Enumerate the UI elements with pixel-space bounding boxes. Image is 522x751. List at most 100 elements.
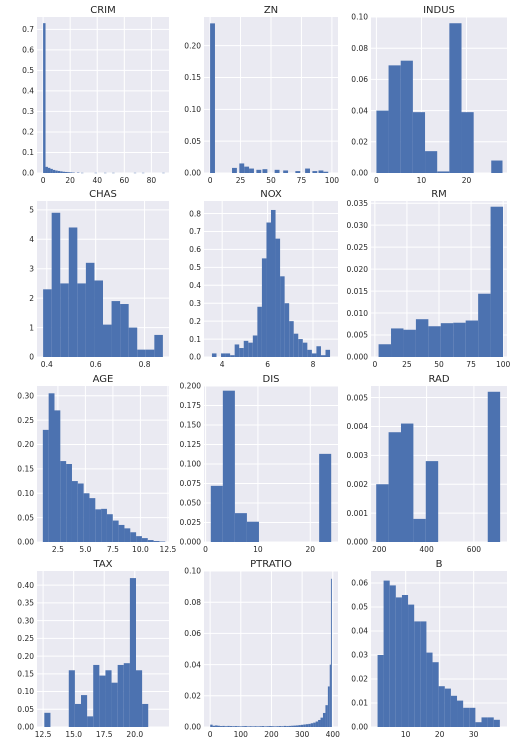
histogram-bar	[305, 724, 309, 727]
y-tick-label: 0.02	[184, 692, 201, 701]
histogram-bar	[450, 695, 458, 727]
histogram-bar	[147, 540, 154, 542]
y-tick-label: 0.1	[22, 148, 34, 157]
histogram-bar	[303, 724, 306, 727]
histogram-bar	[412, 112, 426, 173]
histogram-bar	[388, 65, 401, 173]
x-tick-label: 50	[434, 360, 444, 369]
histogram-bar	[475, 722, 482, 727]
histogram-bar	[111, 301, 121, 357]
chart-title: CHAS	[89, 189, 117, 200]
histogram-bar	[330, 578, 332, 727]
y-tick-label: 0.20	[17, 652, 34, 661]
histogram-bar	[487, 391, 501, 542]
histogram-bar	[239, 348, 244, 357]
histogram-tax: TAX 0.00 0.05 0.10 0.15 0.20 0.25 0.30 0.35 0.40 1…	[17, 559, 169, 739]
histogram-bar	[302, 342, 308, 357]
histogram-bar	[320, 717, 323, 727]
histogram-bar	[65, 171, 68, 173]
x-tick-label: 4	[220, 360, 225, 369]
x-tick-label: 100	[496, 360, 511, 369]
y-tick-label: 0.05	[17, 513, 34, 522]
histogram-bar	[256, 169, 262, 173]
histogram-bar	[52, 169, 56, 173]
x-tick-label: 300	[295, 730, 310, 739]
y-tick-label: 0.7	[189, 227, 201, 236]
histogram-bar	[130, 532, 137, 542]
histogram-bar	[465, 320, 479, 357]
histogram-bar	[246, 726, 250, 727]
histogram-bar	[60, 461, 67, 542]
histogram-bar	[289, 321, 294, 357]
y-tick-label: 0.01	[351, 699, 368, 708]
histogram-bar	[249, 168, 254, 173]
histogram-bar	[295, 725, 299, 727]
y-tick-label: 0.2	[189, 317, 201, 326]
histogram-bar	[129, 578, 136, 727]
histogram-bar	[281, 726, 284, 727]
y-tick-label: 0.02	[351, 675, 368, 684]
histogram-bar	[232, 726, 235, 727]
histogram-bar	[210, 485, 223, 542]
y-tick-label: 0.0	[22, 169, 34, 178]
x-tick-label: 75	[466, 360, 476, 369]
y-tick-label: 0.0	[189, 353, 201, 362]
histogram-nox: NOX 0.0 0.1 0.2 0.3 0.4 0.5 0.6 0.7 0.8 4 6 8	[189, 189, 338, 369]
histogram-bar	[211, 353, 217, 357]
y-tick-label: 0.05	[184, 137, 201, 146]
histogram-bar	[469, 707, 476, 727]
histogram-bar	[298, 339, 303, 357]
x-tick-label: 10	[401, 730, 411, 739]
histogram-bar	[50, 168, 53, 173]
y-tick-label: 0.00	[184, 723, 201, 732]
y-tick-label: 0.10	[351, 13, 368, 22]
histogram-bar	[420, 621, 427, 727]
x-tick-label: 7.5	[107, 545, 119, 554]
y-tick-label: 0.05	[351, 603, 368, 612]
histogram-bar	[262, 169, 268, 173]
histogram-bar	[154, 334, 163, 357]
y-tick-label: 0.25	[17, 416, 34, 425]
histogram-bar	[310, 723, 314, 727]
histogram-crim: CRIM 0.0 0.1 0.2 0.3 0.4 0.5 0.6 0.7 0 20 40 60 80	[22, 5, 169, 185]
histogram-bar	[222, 725, 225, 727]
histogram-bar	[252, 335, 258, 357]
y-tick-label: 0.1	[189, 335, 201, 344]
histogram-bar	[42, 429, 49, 542]
x-tick-label: 6	[265, 360, 270, 369]
histogram-bar	[145, 349, 155, 357]
x-tick-label: 80	[147, 176, 157, 185]
histogram-bar	[67, 172, 70, 173]
histogram-bar	[227, 725, 230, 727]
x-tick-label: 20	[435, 730, 445, 739]
histogram-bar	[288, 725, 292, 727]
chart-title: TAX	[92, 559, 112, 570]
x-tick-label: 15.0	[65, 730, 82, 739]
y-tick-label: 0	[29, 353, 34, 362]
x-tick-label: 50	[266, 176, 276, 185]
y-tick-label: 0.15	[17, 465, 34, 474]
y-tick-label: 4	[29, 235, 34, 244]
y-tick-label: 0.030	[347, 221, 369, 230]
y-tick-label: 0.4	[189, 281, 201, 290]
y-tick-label: 0.002	[347, 480, 369, 489]
chart-title: AGE	[93, 374, 114, 385]
histogram-bar	[307, 349, 312, 357]
histogram-bar	[432, 662, 439, 727]
histogram-age: AGE 0.00 0.05 0.10 0.15 0.20 0.25 0.30 2.5 5.0 7.5…	[17, 374, 176, 554]
histogram-bar	[283, 170, 289, 173]
y-tick-label: 0.10	[17, 687, 34, 696]
histogram-bar	[487, 717, 494, 727]
histogram-bar	[453, 322, 466, 357]
chart-title: PTRATIO	[250, 559, 292, 570]
histogram-bar	[137, 349, 146, 357]
y-tick-label: 0.2	[22, 128, 34, 137]
x-tick-label: 0	[208, 730, 213, 739]
y-tick-label: 0.000	[180, 538, 202, 547]
histogram-bar	[89, 498, 96, 542]
x-tick-label: 0	[372, 360, 377, 369]
y-tick-label: 0.3	[189, 299, 201, 308]
y-tick-label: 0.10	[17, 489, 34, 498]
histogram-bar	[389, 585, 396, 727]
y-tick-label: 0.20	[184, 41, 201, 50]
